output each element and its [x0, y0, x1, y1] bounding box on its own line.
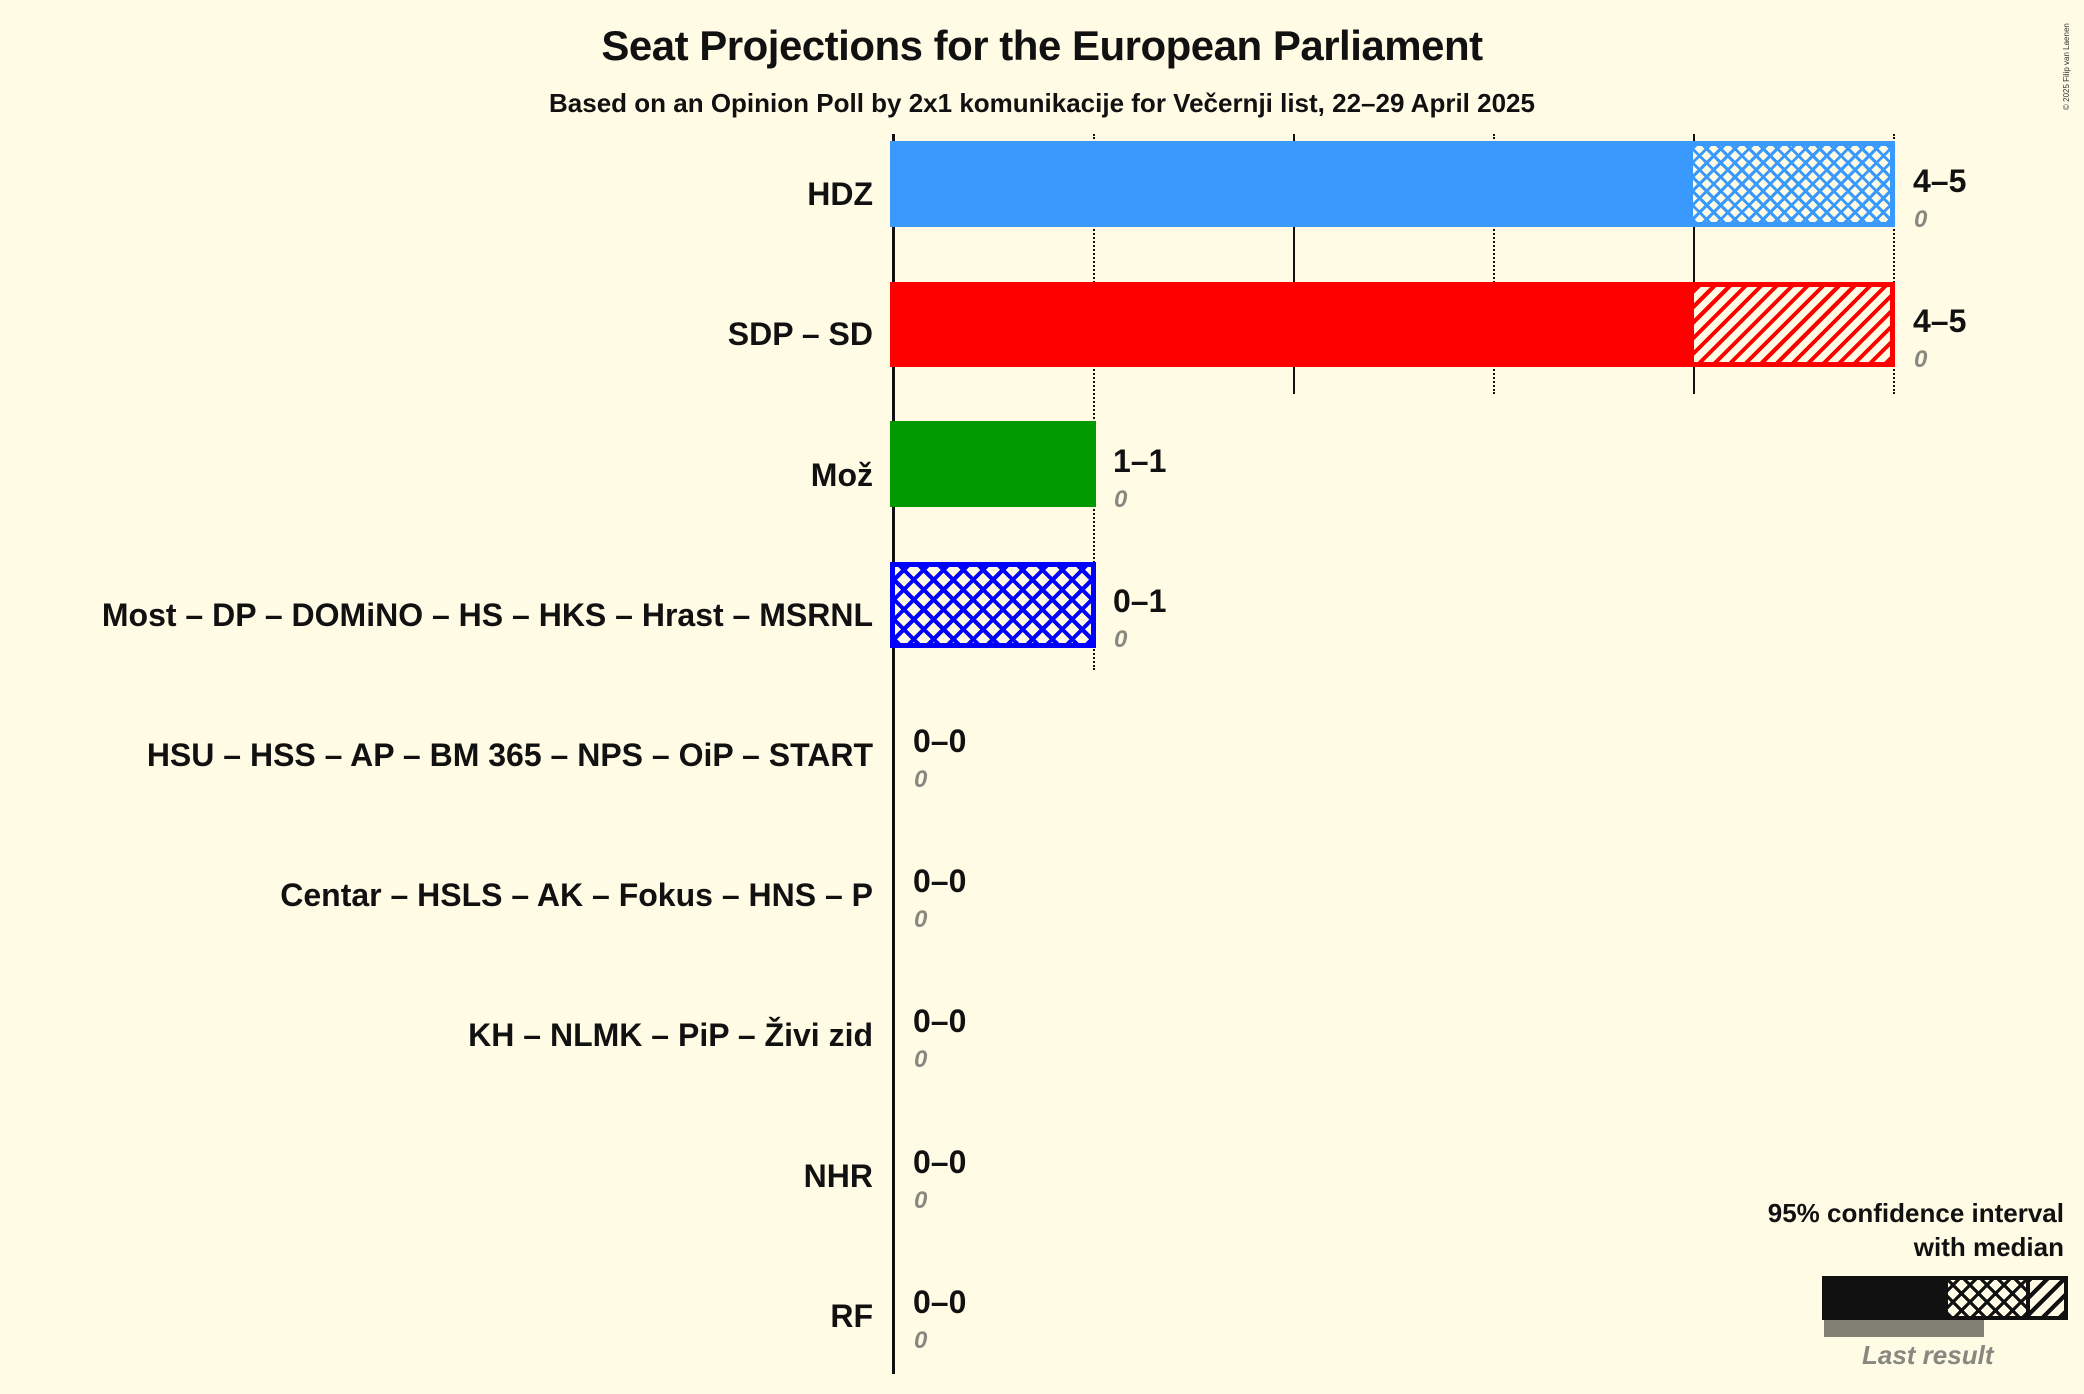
bar-sdp-sd-solid	[890, 282, 1694, 367]
last-result-moz: 0	[1114, 486, 1128, 513]
last-result-nhr: 0	[914, 1187, 928, 1214]
legend-title-line1: 95% confidence interval	[1767, 1198, 2064, 1228]
row-label-nhr: NHR	[803, 1158, 873, 1194]
row-label-moz: Mož	[810, 457, 873, 493]
range-label-sdp-sd: 4–5	[1913, 303, 1967, 339]
last-result-most: 0	[1114, 626, 1128, 653]
legend-solid-swatch	[1822, 1276, 1944, 1320]
bar-sdp-sd-ci	[1694, 282, 1895, 367]
row-label-rf: RF	[830, 1298, 873, 1334]
range-label-rf: 0–0	[913, 1284, 967, 1320]
row-label-hdz: HDZ	[807, 176, 873, 212]
row-label-hsu: HSU – HSS – AP – BM 365 – NPS – OiP – ST…	[146, 737, 873, 773]
range-label-centar: 0–0	[913, 863, 967, 899]
y-axis-line	[892, 134, 895, 1374]
last-result-rf: 0	[914, 1327, 928, 1354]
copyright: © 2025 Filip van Laenen	[2062, 23, 2071, 110]
gridline-4	[1693, 134, 1695, 394]
range-label-hdz: 4–5	[1913, 163, 1967, 199]
bar-moz-solid	[890, 421, 1096, 507]
range-label-hsu: 0–0	[913, 723, 967, 759]
row-label-centar: Centar – HSLS – AK – Fokus – HNS – P	[280, 877, 873, 913]
chart-title: Seat Projections for the European Parlia…	[601, 22, 1483, 69]
legend-last-result-label: Last result	[1862, 1340, 1994, 1370]
range-label-nhr: 0–0	[913, 1144, 967, 1180]
legend-crosshatch-swatch	[1944, 1276, 2026, 1320]
legend-diagonal-swatch	[2026, 1276, 2068, 1320]
row-label-most: Most – DP – DOMiNO – HS – HKS – Hrast – …	[101, 597, 873, 633]
legend-title: 95% confidence interval with median	[1768, 1196, 2064, 1264]
gridline-3	[1493, 134, 1495, 394]
range-label-most: 0–1	[1113, 583, 1167, 619]
last-result-kh: 0	[914, 1046, 928, 1073]
gridline-1	[1093, 134, 1095, 670]
range-label-moz: 1–1	[1113, 443, 1167, 479]
range-label-kh: 0–0	[913, 1003, 967, 1039]
gridline-5	[1893, 134, 1895, 394]
last-result-sdp-sd: 0	[1914, 346, 1928, 373]
legend-title-line2: with median	[1913, 1232, 2064, 1262]
last-result-centar: 0	[914, 906, 928, 933]
last-result-hsu: 0	[914, 766, 928, 793]
row-label-kh: KH – NLMK – PiP – Živi zid	[468, 1017, 873, 1053]
bar-hdz-solid	[890, 141, 1693, 227]
bar-hdz-ci	[1693, 141, 1895, 227]
bar-most-ci	[890, 562, 1096, 648]
row-label-sdp-sd: SDP – SD	[727, 316, 873, 352]
chart-subtitle: Based on an Opinion Poll by 2x1 komunika…	[549, 88, 1535, 118]
last-result-hdz: 0	[1914, 206, 1928, 233]
legend-last-result-swatch	[1824, 1320, 1984, 1337]
gridline-2	[1293, 134, 1295, 394]
